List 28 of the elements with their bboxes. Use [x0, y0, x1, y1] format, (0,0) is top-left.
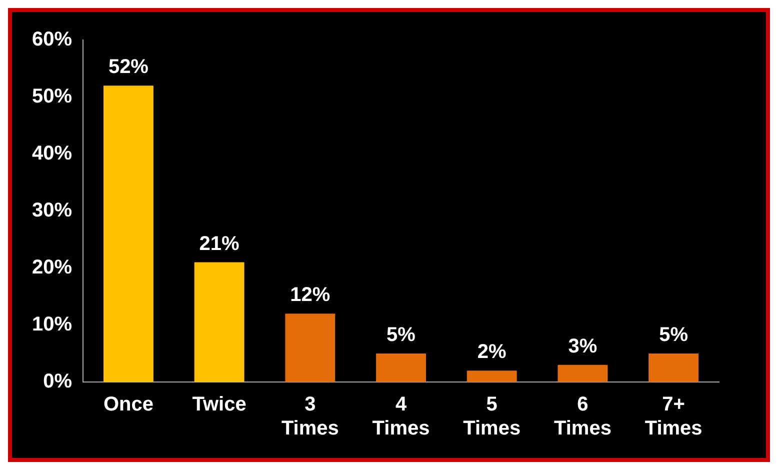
x-tick-label: 7+ Times [644, 394, 702, 440]
bar [194, 262, 244, 382]
bar [648, 354, 699, 382]
x-tick-label: Once [103, 394, 154, 416]
data-label: 21% [199, 232, 240, 255]
y-tick-label: 20% [32, 256, 72, 279]
y-tick-label: 0% [43, 370, 72, 393]
x-tick-label: 3 Times [281, 394, 339, 440]
data-label: 52% [108, 56, 149, 78]
data-label: 2% [477, 341, 507, 364]
x-tick-label: Twice [192, 394, 246, 416]
bar [558, 364, 608, 382]
bar [376, 354, 426, 382]
data-label: 5% [386, 324, 416, 346]
y-tick-label: 40% [32, 142, 72, 165]
x-tick-label: 6 Times [554, 394, 612, 440]
y-tick-label: 60% [32, 28, 72, 51]
x-tick-label: 4 Times [372, 394, 430, 440]
bar [103, 86, 154, 382]
bar [285, 314, 336, 382]
data-label: 12% [290, 284, 330, 306]
y-tick-label: 50% [32, 86, 72, 108]
bar [466, 370, 517, 382]
x-tick-label: 5 Times [463, 394, 521, 440]
y-tick-label: 30% [32, 200, 72, 222]
data-label: 5% [659, 324, 688, 346]
y-tick-label: 10% [32, 314, 72, 336]
data-label: 3% [568, 335, 598, 358]
